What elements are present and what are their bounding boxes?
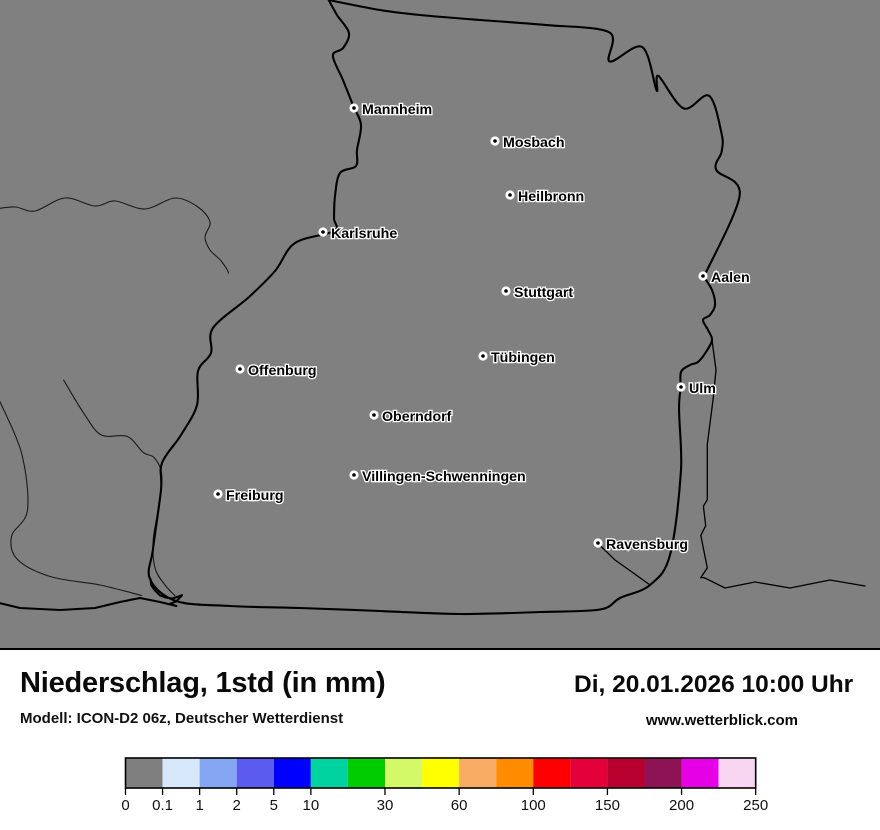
svg-text:Offenburg: Offenburg [248, 363, 317, 379]
svg-text:Villingen-Schwenningen: Villingen-Schwenningen [362, 469, 526, 485]
svg-text:Heilbronn: Heilbronn [518, 189, 584, 205]
svg-text:2: 2 [233, 797, 241, 814]
svg-text:Ulm: Ulm [689, 381, 716, 397]
svg-text:150: 150 [595, 797, 620, 814]
svg-text:Ravensburg: Ravensburg [606, 537, 688, 553]
svg-text:30: 30 [377, 797, 394, 814]
svg-text:Oberndorf: Oberndorf [382, 409, 452, 425]
svg-text:60: 60 [451, 797, 468, 814]
svg-text:200: 200 [669, 797, 694, 814]
svg-text:0: 0 [121, 797, 129, 814]
svg-text:Freiburg: Freiburg [226, 488, 284, 504]
svg-text:Aalen: Aalen [711, 270, 750, 286]
svg-text:100: 100 [521, 797, 546, 814]
svg-text:Mannheim: Mannheim [362, 102, 432, 118]
svg-text:Tübingen: Tübingen [491, 350, 555, 366]
svg-text:Mosbach: Mosbach [503, 135, 565, 151]
svg-text:Stuttgart: Stuttgart [514, 285, 573, 301]
svg-text:Karlsruhe: Karlsruhe [331, 226, 397, 242]
svg-text:5: 5 [270, 797, 278, 814]
svg-text:1: 1 [195, 797, 203, 814]
svg-text:0.1: 0.1 [152, 797, 173, 814]
svg-text:250: 250 [743, 797, 768, 814]
svg-text:10: 10 [303, 797, 320, 814]
